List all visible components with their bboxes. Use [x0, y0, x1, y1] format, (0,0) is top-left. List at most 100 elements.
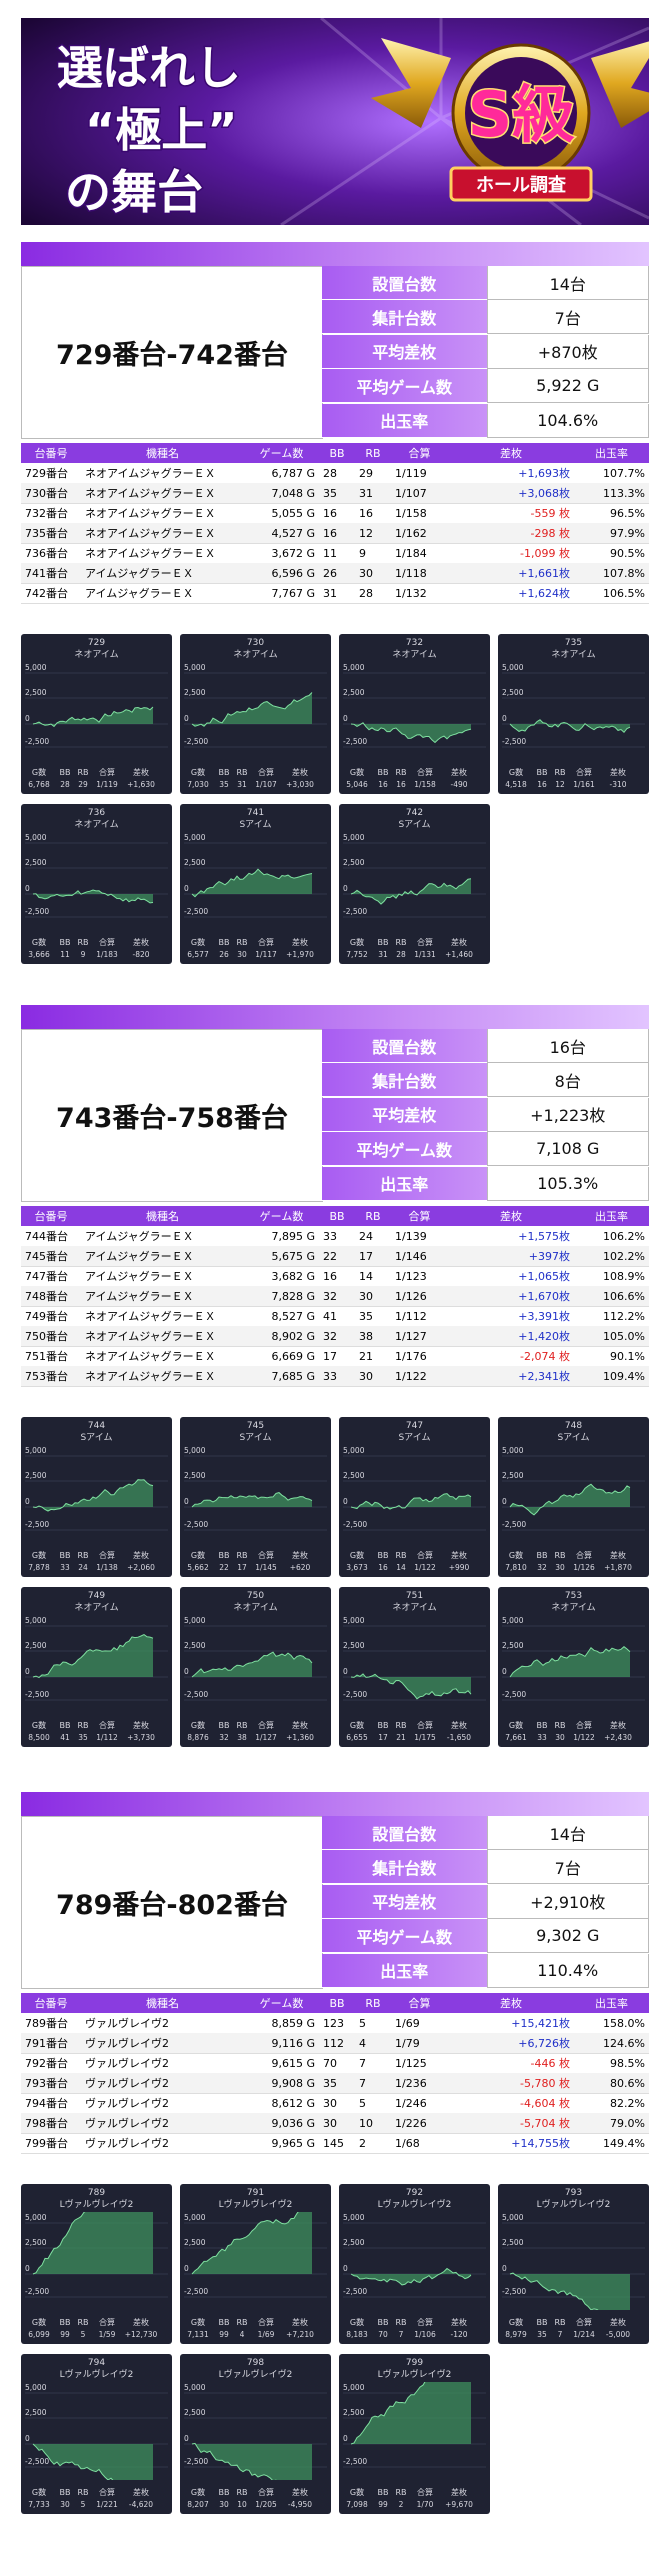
graph-plot: [350, 1673, 472, 1700]
graph-area: [510, 1484, 630, 1515]
table-cell: ネオアイムジャグラーＥＸ: [85, 1330, 216, 1343]
stat-value: 35: [219, 780, 229, 789]
summary-value: +870枚: [486, 334, 649, 369]
table-cell: 108.9%: [603, 1269, 645, 1283]
table-cell: 6,596 G: [271, 566, 315, 580]
table-cell: 7,895 G: [271, 1229, 315, 1243]
card-number: 735: [565, 638, 582, 648]
table-cell: 8,612 G: [271, 2096, 315, 2110]
graph-line: [350, 2267, 472, 2286]
table-cell: ネオアイムジャグラーＥＸ: [85, 507, 216, 520]
axis-label: -2,500: [343, 737, 367, 746]
summary-row: 平均差枚 +870枚: [322, 334, 649, 369]
summary-value: 7台: [486, 300, 649, 335]
summary-row: 平均ゲーム数 9,302 G: [322, 1919, 649, 1954]
graph-line: [350, 878, 472, 905]
table-cell: アイムジャグラーＥＸ: [85, 1290, 194, 1303]
table-cell: +1,065枚: [518, 1270, 570, 1283]
axis-label: 2,500: [25, 2238, 47, 2247]
card-number: 753: [565, 1591, 582, 1601]
table-cell: ヴァルヴレイヴ2: [85, 2017, 169, 2030]
table-cell: 14: [359, 1269, 373, 1283]
stat-label: G数: [191, 767, 205, 777]
table-row: 748番台 アイムジャグラーＥＸ 7,828 G 32 30 1/126 +1,670枚 10…: [21, 1286, 649, 1307]
header-cell: ゲーム数: [259, 1210, 304, 1223]
table-cell: 2: [359, 2136, 366, 2150]
stat-label: 合算: [258, 937, 274, 947]
stat-label: G数: [32, 2317, 46, 2327]
table-cell: 798番台: [25, 2117, 68, 2130]
axis-label: -2,500: [502, 737, 526, 746]
axis-label: 2,500: [184, 1641, 206, 1650]
graph-plot: [509, 1646, 631, 1678]
stat-value: 5: [81, 2330, 86, 2339]
graph-area: [33, 1479, 153, 1511]
axis-label: 5,000: [502, 1616, 524, 1625]
table-cell: 82.2%: [610, 2096, 645, 2110]
table-cell: 1/158: [395, 506, 427, 520]
summary-label: 平均ゲーム数: [322, 369, 487, 404]
stat-label: RB: [77, 768, 88, 777]
card-name: Lヴァルヴレイヴ2: [60, 2368, 134, 2380]
stat-label: G数: [350, 937, 364, 947]
card-number: 793: [565, 2188, 582, 2198]
table-cell: 35: [323, 2076, 337, 2090]
stat-label: RB: [395, 2488, 406, 2497]
table-cell: +1,661枚: [518, 567, 570, 580]
table-cell: ネオアイムジャグラーＥＸ: [85, 1310, 216, 1323]
table-cell: アイムジャグラーＥＸ: [85, 1270, 194, 1283]
table-cell: -446 枚: [530, 2057, 570, 2070]
card-bg: [339, 634, 490, 794]
summary-value: 14台: [486, 266, 649, 300]
stat-value: 11: [60, 950, 70, 959]
table-cell: 17: [323, 1349, 337, 1363]
axis-label: -2,500: [343, 2287, 367, 2296]
stat-value: 4,518: [505, 780, 527, 789]
card-name: ネオアイム: [551, 649, 595, 660]
graph-line: [191, 2442, 277, 2480]
card-name: Sアイム: [80, 1432, 112, 1443]
axis-label: 0: [343, 2434, 348, 2443]
table-cell: ネオアイムジャグラーＥＸ: [85, 1370, 216, 1383]
stat-label: 差枚: [133, 1720, 149, 1730]
stat-label: 合算: [99, 2487, 115, 2497]
axis-label: -2,500: [184, 2287, 208, 2296]
stat-value: 1/221: [96, 2500, 118, 2509]
stat-label: 合算: [417, 767, 433, 777]
table-cell: 90.5%: [610, 546, 645, 560]
stat-value: +620: [290, 1563, 311, 1572]
axis-label: 5,000: [25, 2213, 47, 2222]
card-name: Sアイム: [239, 1432, 271, 1443]
graph-line: [32, 2443, 114, 2480]
card-number: 792: [406, 2188, 423, 2198]
table-cell: +397枚: [528, 1250, 570, 1263]
stat-label: 差枚: [292, 2317, 308, 2327]
card-number: 751: [406, 1591, 423, 1601]
graph-area: [510, 1646, 630, 1677]
table-row: 750番台 ネオアイムジャグラーＥＸ 8,902 G 32 38 1/127 +1,420枚…: [21, 1326, 649, 1347]
table-cell: ネオアイムジャグラーＥＸ: [85, 547, 216, 560]
card-name: ネオアイム: [74, 1602, 118, 1613]
card-name: Sアイム: [239, 819, 271, 830]
table-cell: 26: [323, 566, 337, 580]
graph-area: [351, 2268, 471, 2285]
table-cell: 17: [359, 1249, 373, 1263]
card-number: 741: [247, 808, 264, 818]
table-cell: 16: [359, 506, 373, 520]
table-cell: 106.6%: [603, 1289, 645, 1303]
stat-value: 38: [237, 1733, 247, 1742]
axis-label: 2,500: [25, 1471, 47, 1480]
stat-label: BB: [537, 1721, 548, 1730]
stat-value: 7,878: [28, 1563, 50, 1572]
axis-label: 5,000: [502, 1446, 524, 1455]
stat-label: G数: [32, 937, 46, 947]
card-name: Lヴァルヴレイヴ2: [378, 2368, 452, 2380]
header-cell: 機種名: [146, 1997, 179, 2010]
table-cell: 16: [323, 1269, 337, 1283]
axis-label: 5,000: [184, 2213, 206, 2222]
stat-value: 7,098: [346, 2500, 368, 2509]
axis-label: 0: [25, 714, 30, 723]
